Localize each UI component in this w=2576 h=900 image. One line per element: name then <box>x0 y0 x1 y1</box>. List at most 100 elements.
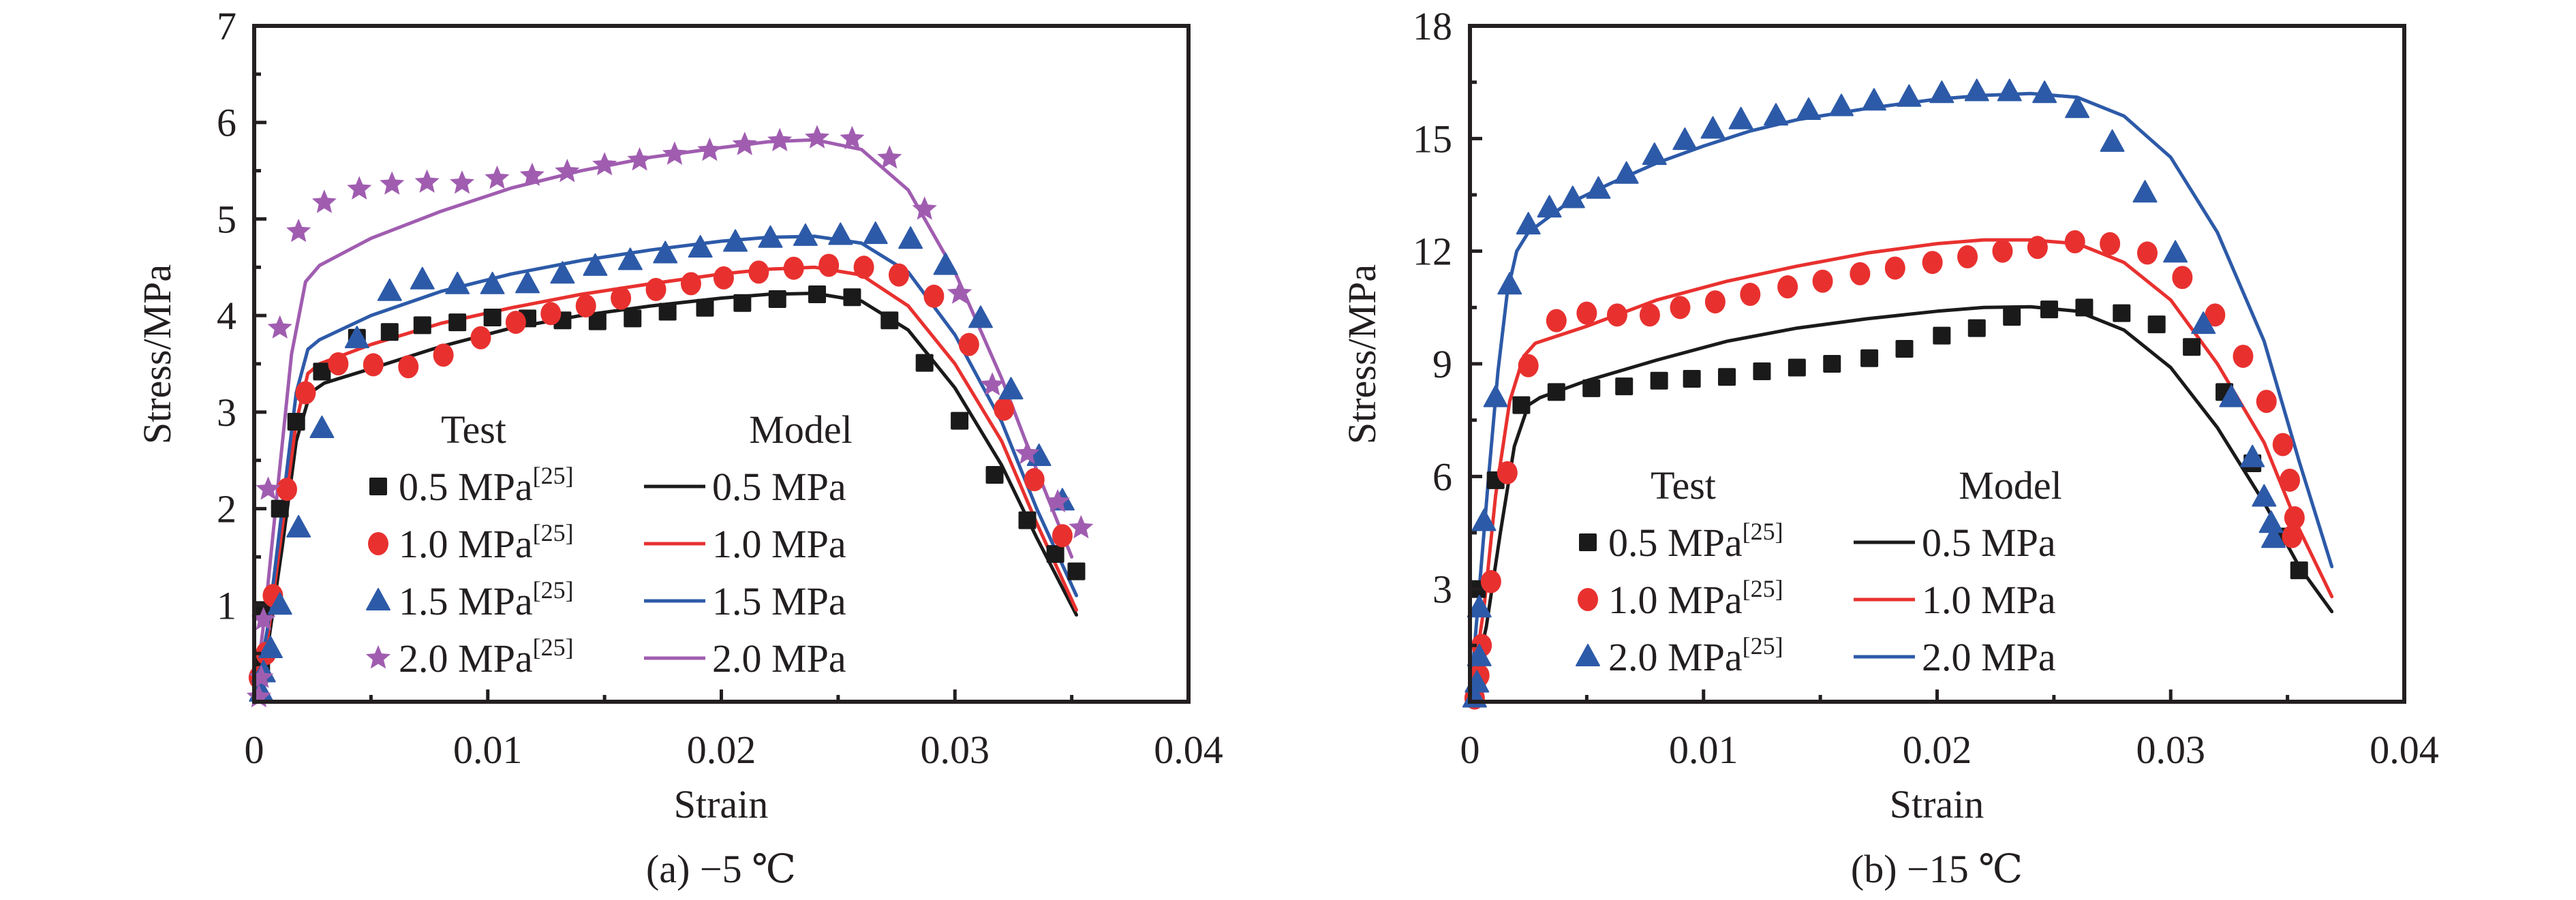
data-point <box>2100 232 2121 255</box>
data-point <box>840 125 865 150</box>
data-point <box>1024 468 1045 492</box>
data-point <box>2163 240 2188 263</box>
y-tick-label: 7 <box>217 4 236 48</box>
y-tick-label: 12 <box>1413 230 1452 274</box>
data-point <box>697 137 722 161</box>
panel-a: Stress/MPa Strain (a) −5 ℃ 0 0.01 0.02 0.03… <box>135 4 1223 891</box>
legend-item: 1.5 MPa[25] <box>366 576 574 623</box>
legend-label: 1.5 MPa[25] <box>399 576 574 623</box>
data-point <box>1560 185 1585 208</box>
panel-caption: (a) −5 ℃ <box>646 847 796 891</box>
legend-item: 0.5 MPa <box>1854 521 2056 565</box>
data-point <box>1614 161 1639 184</box>
data-point <box>287 413 305 431</box>
data-point <box>555 159 580 183</box>
data-point <box>1512 396 1531 414</box>
data-point <box>1650 371 1668 390</box>
data-point <box>256 476 281 500</box>
data-point <box>912 196 937 220</box>
data-point <box>1992 239 2013 263</box>
x-axis-label: Strain <box>1890 782 1984 826</box>
data-point <box>1052 524 1073 548</box>
y-tick-label: 15 <box>1413 117 1452 161</box>
data-point <box>2282 525 2303 548</box>
data-point <box>680 272 701 296</box>
data-point <box>748 260 769 284</box>
data-point <box>377 278 402 301</box>
data-point <box>1764 103 1788 126</box>
x-tick-label: 0 <box>1460 728 1480 772</box>
x-tick-label: 0.03 <box>2136 728 2206 772</box>
data-point <box>2261 525 2286 548</box>
legend-label: 1.0 MPa <box>712 522 846 566</box>
legend-citation: [25] <box>533 462 574 489</box>
data-point <box>998 377 1024 400</box>
data-point <box>1683 370 1701 388</box>
legend-citation: [25] <box>1743 518 1783 545</box>
legend-item: 0.5 MPa <box>644 465 846 509</box>
data-point <box>1015 440 1040 465</box>
data-point <box>1753 362 1771 381</box>
data-point <box>2272 433 2293 456</box>
x-tick-label: 0.04 <box>2370 728 2439 772</box>
legend-label: 2.0 MPa[25] <box>1608 632 1783 679</box>
data-point <box>2183 338 2201 356</box>
data-point <box>1670 296 1691 320</box>
data-point <box>2252 484 2277 507</box>
data-point <box>863 221 888 245</box>
legend-label: 1.0 MPa[25] <box>399 519 574 566</box>
data-point <box>2132 180 2158 203</box>
data-point <box>1929 80 1954 104</box>
data-point <box>276 478 297 501</box>
data-point <box>2065 95 2090 119</box>
data-point <box>251 606 276 630</box>
data-point <box>450 170 475 194</box>
data-point <box>923 284 945 308</box>
data-point <box>1480 570 1501 593</box>
y-axis: 1 2 3 4 5 6 7 <box>217 4 266 655</box>
data-point <box>2240 444 2265 467</box>
y-axis: 3 6 9 12 15 18 <box>1413 4 1482 647</box>
legend-label: 1.0 MPa <box>1922 578 2056 622</box>
data-point <box>1718 368 1736 386</box>
data-point <box>592 152 617 176</box>
data-point <box>2113 304 2131 322</box>
data-point <box>2027 236 2048 260</box>
square-marker-icon <box>1579 533 1597 551</box>
data-point <box>1922 251 1943 275</box>
data-point <box>805 125 830 149</box>
legend-test-header: Test <box>1651 463 1716 508</box>
data-point <box>732 131 757 155</box>
data-point <box>1497 272 1522 295</box>
data-point <box>985 465 1004 484</box>
data-point <box>1537 195 1562 218</box>
legend-label: 2.0 MPa <box>712 636 846 681</box>
data-point <box>2205 303 2226 327</box>
legend-label: 0.5 MPa[25] <box>399 462 574 509</box>
legend-item: 1.0 MPa <box>644 522 846 566</box>
legend-citation: [25] <box>1743 632 1783 660</box>
data-point <box>2256 390 2277 414</box>
data-point <box>380 171 405 195</box>
data-point <box>968 305 993 328</box>
data-point <box>1467 595 1492 618</box>
x-tick-label: 0.01 <box>1669 728 1738 772</box>
data-point <box>505 311 526 335</box>
data-point <box>1483 384 1508 407</box>
data-point <box>2172 266 2193 290</box>
data-point <box>951 412 969 430</box>
x-tick-label: 0 <box>245 728 264 772</box>
y-tick-label: 3 <box>217 390 236 435</box>
data-point <box>1728 106 1753 129</box>
data-point <box>1964 78 1989 102</box>
data-point <box>2003 308 2021 326</box>
data-point <box>1606 303 1627 327</box>
data-point <box>713 266 734 290</box>
legend-item: 1.0 MPa[25] <box>368 519 574 566</box>
data-point <box>653 240 678 264</box>
data-point <box>1700 116 1726 139</box>
legend-item: 0.5 MPa[25] <box>1579 518 1783 565</box>
data-point <box>311 189 337 213</box>
model-line-2-0-mpa <box>252 138 1074 704</box>
